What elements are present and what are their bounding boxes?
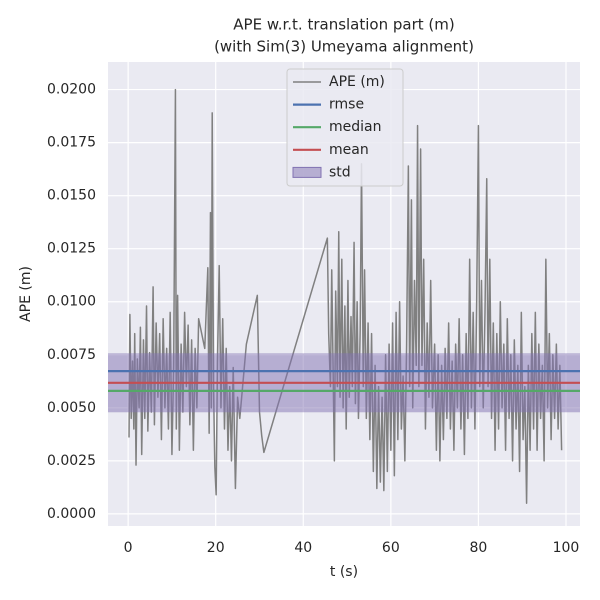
legend-label: mean xyxy=(329,142,369,158)
y-tick-label: 0.0125 xyxy=(47,241,96,257)
y-tick-label: 0.0100 xyxy=(47,294,96,310)
x-axis-label: t (s) xyxy=(330,564,358,580)
x-tick-label: 60 xyxy=(382,540,400,556)
x-tick-label: 40 xyxy=(294,540,312,556)
y-axis-label: APE (m) xyxy=(18,266,34,322)
x-tick-label: 80 xyxy=(470,540,488,556)
plot-content xyxy=(108,88,580,505)
x-tick-label: 100 xyxy=(553,540,580,556)
y-tick-label: 0.0175 xyxy=(47,135,96,151)
y-tick-label: 0.0200 xyxy=(47,82,96,98)
legend-label: std xyxy=(329,164,351,180)
x-tick-label: 20 xyxy=(207,540,225,556)
y-tick-label: 0.0150 xyxy=(47,188,96,204)
x-tick-label: 0 xyxy=(124,540,133,556)
chart-title: APE w.r.t. translation part (m) xyxy=(233,16,454,34)
y-tick-label: 0.0075 xyxy=(47,347,96,363)
y-tick-label: 0.0050 xyxy=(47,400,96,416)
y-tick-label: 0.0000 xyxy=(47,506,96,522)
y-tick-label: 0.0025 xyxy=(47,453,96,469)
legend-swatch xyxy=(292,166,322,178)
chart-subtitle: (with Sim(3) Umeyama alignment) xyxy=(214,38,474,56)
legend-label: median xyxy=(329,119,381,135)
legend-label: APE (m) xyxy=(329,74,385,90)
legend-box xyxy=(286,68,404,187)
legend-label: rmse xyxy=(329,97,364,113)
